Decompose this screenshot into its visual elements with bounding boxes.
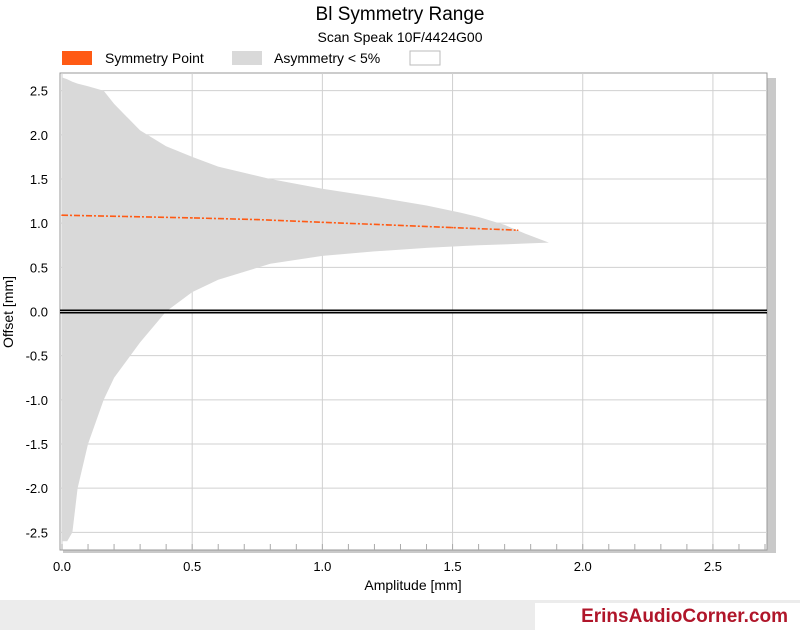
chart: Bl Symmetry Range Scan Speak 10F/4424G00…: [0, 4, 776, 593]
y-tick-label: 2.0: [30, 128, 48, 143]
asymmetry-band: [62, 77, 549, 542]
y-tick-label: -1.0: [26, 393, 48, 408]
x-tick-label: 0.0: [53, 559, 71, 574]
y-tick-label: 1.0: [30, 216, 48, 231]
symmetry-point: [451, 226, 454, 229]
legend: Symmetry Point Asymmetry < 5%: [62, 50, 441, 66]
y-tick-label: -2.5: [26, 525, 48, 540]
y-tick-label: -1.5: [26, 437, 48, 452]
symmetry-point: [191, 217, 193, 219]
x-tick-label: 2.5: [704, 559, 722, 574]
legend-label-1: Asymmetry < 5%: [274, 50, 380, 66]
legend-swatch-1: [232, 51, 262, 65]
y-tick-label: 0.5: [30, 260, 48, 275]
symmetry-point: [256, 218, 259, 221]
chart-title: Bl Symmetry Range: [316, 4, 485, 25]
legend-swatch-0: [62, 51, 92, 65]
legend-swatch-2: [409, 50, 441, 66]
symmetry-point-line: [61, 214, 518, 231]
y-axis-label: Offset [mm]: [0, 276, 16, 348]
series-layer: [60, 77, 767, 542]
y-tick-label: -2.0: [26, 481, 48, 496]
y-tick-label: 1.5: [30, 172, 48, 187]
y-tick-label: 0.0: [30, 305, 48, 320]
y-tick-label: -0.5: [26, 349, 48, 364]
legend-label-0: Symmetry Point: [105, 50, 204, 66]
x-tick-label: 1.0: [313, 559, 331, 574]
x-tick-label: 0.5: [183, 559, 201, 574]
symmetry-point: [321, 221, 324, 224]
chart-subtitle: Scan Speak 10F/4424G00: [317, 29, 482, 45]
symmetry-point: [386, 224, 389, 226]
x-tick-label: 1.5: [444, 559, 462, 574]
symmetry-point: [61, 214, 63, 217]
x-tick-label: 2.0: [574, 559, 592, 574]
symmetry-point: [516, 229, 519, 232]
axes: 0.0 0.5 1.0 1.5 2.0 2.5 2.5 2.0 1.5 1.0 0.5 0.0 -0.5…: [26, 84, 766, 574]
x-axis-label: Amplitude [mm]: [364, 577, 461, 593]
y-tick-label: 2.5: [30, 84, 48, 99]
symmetry-point: [126, 215, 128, 218]
brand-watermark: ErinsAudioCorner.com: [535, 603, 800, 630]
